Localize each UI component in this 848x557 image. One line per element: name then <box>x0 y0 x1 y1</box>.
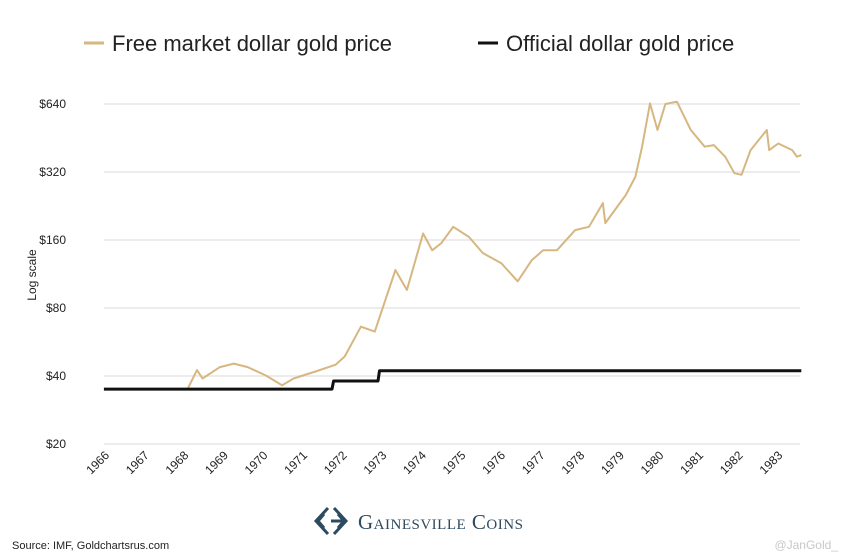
logo-text: Gainesville Coins <box>358 510 523 534</box>
logo-mark-icon <box>313 506 349 536</box>
y-tick-label: $80 <box>46 301 66 315</box>
y-tick-label: $640 <box>39 97 66 111</box>
x-tick-label: 1980 <box>638 448 667 477</box>
x-tick-label: 1982 <box>717 448 746 477</box>
x-tick-label: 1979 <box>598 448 627 477</box>
gainesville-coins-logo: Gainesville Coins <box>313 506 523 536</box>
series-lines <box>103 100 802 391</box>
x-tick-label: 1977 <box>519 448 548 477</box>
x-tick-label: 1968 <box>163 448 192 477</box>
watermark: @JanGold_ <box>774 538 838 552</box>
gridlines <box>104 103 800 445</box>
y-tick-label: $320 <box>39 165 66 179</box>
x-tick-label: 1973 <box>361 448 390 477</box>
x-tick-label: 1976 <box>479 448 508 477</box>
y-tick-label: $40 <box>46 369 66 383</box>
x-tick-label: 1981 <box>677 448 706 477</box>
legend-label-official: Official dollar gold price <box>506 31 734 56</box>
free-market-price-line <box>187 100 802 389</box>
legend: Free market dollar gold price Official d… <box>84 31 734 56</box>
x-tick-label: 1983 <box>757 448 786 477</box>
x-tick-label: 1974 <box>400 448 429 477</box>
y-axis-label: Log scale <box>25 249 39 301</box>
official-price-line <box>103 369 802 391</box>
x-tick-label: 1969 <box>202 448 231 477</box>
source-note: Source: IMF, Goldchartsrus.com <box>12 540 169 552</box>
x-tick-label: 1970 <box>242 448 271 477</box>
x-axis-ticks: 1966 1967 1968 1969 1970 1971 1972 1973 1974 1975… <box>83 448 785 477</box>
x-tick-label: 1975 <box>440 448 469 477</box>
y-tick-label: $20 <box>46 437 66 451</box>
x-tick-label: 1971 <box>281 448 310 477</box>
legend-label-free-market: Free market dollar gold price <box>112 31 392 56</box>
x-tick-label: 1972 <box>321 448 350 477</box>
x-tick-label: 1978 <box>559 448 588 477</box>
x-tick-label: 1967 <box>123 448 152 477</box>
y-axis-ticks: $20 $40 $80 $160 $320 $640 <box>39 97 66 451</box>
y-tick-label: $160 <box>39 233 66 247</box>
x-tick-label: 1966 <box>83 448 112 477</box>
